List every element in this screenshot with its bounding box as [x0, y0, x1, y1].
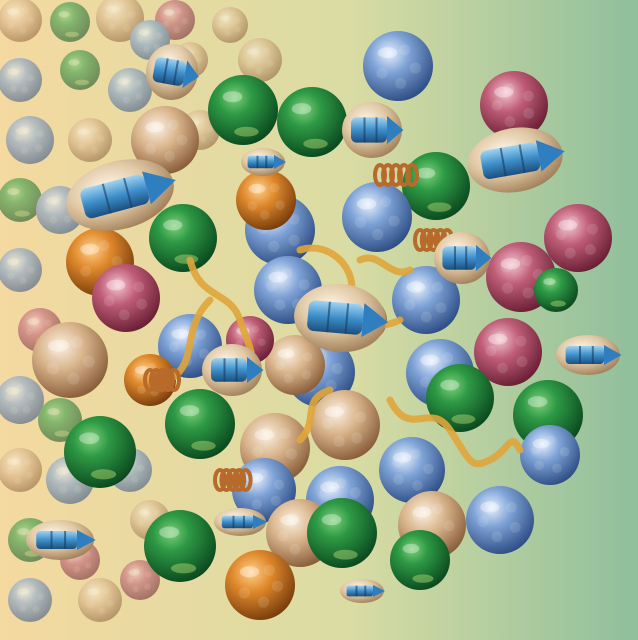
- blue-sphere: [466, 486, 534, 554]
- green-sphere: [307, 498, 377, 568]
- protein-ribbon: [296, 386, 334, 444]
- pink-sphere: [120, 560, 160, 600]
- green-sphere: [60, 50, 100, 90]
- blue-sphere: [363, 31, 433, 101]
- blue-sphere: [0, 248, 42, 292]
- tan-sphere: [0, 0, 42, 42]
- blue-sphere: [0, 58, 42, 102]
- green-sphere: [402, 152, 470, 220]
- capsule-molecule: [66, 159, 176, 231]
- orange-sphere: [236, 170, 296, 230]
- midground-molecules-layer: [32, 31, 612, 620]
- green-sphere: [534, 268, 578, 312]
- blue-sphere: [6, 116, 54, 164]
- pink-sphere: [544, 204, 612, 272]
- capsule-molecule: [467, 127, 565, 193]
- protein-ribbon: [356, 254, 414, 276]
- protein-ribbon: [386, 396, 524, 468]
- capsule-molecule: [342, 102, 404, 158]
- green-sphere: [64, 416, 136, 488]
- tan-sphere: [68, 118, 112, 162]
- pink-sphere: [92, 264, 160, 332]
- blue-sphere: [0, 376, 44, 424]
- protein-coil: [373, 163, 419, 187]
- capsule-molecule: [434, 232, 492, 284]
- green-sphere: [426, 364, 494, 432]
- blue-sphere: [379, 437, 445, 503]
- green-sphere: [50, 2, 90, 42]
- capsule-molecule: [241, 148, 287, 176]
- blue-sphere: [8, 578, 52, 622]
- background-molecules-layer: [0, 0, 282, 622]
- capsule-molecule: [202, 344, 264, 396]
- protein-coil: [143, 368, 181, 392]
- tan-sphere: [131, 106, 199, 174]
- capsule-molecule: [26, 520, 96, 560]
- green-sphere: [149, 204, 217, 272]
- blue-sphere: [342, 182, 412, 252]
- capsule-molecule: [556, 335, 622, 375]
- capsule-molecule: [340, 579, 386, 603]
- pink-sphere: [480, 71, 548, 139]
- capsule-molecule: [214, 508, 268, 536]
- tan-sphere: [265, 335, 325, 395]
- orange-sphere: [225, 550, 295, 620]
- capsule-molecule: [145, 44, 199, 100]
- tan-sphere: [310, 390, 380, 460]
- blue-sphere: [108, 68, 152, 112]
- tan-sphere: [238, 38, 282, 82]
- green-sphere: [165, 389, 235, 459]
- green-sphere: [144, 510, 216, 582]
- pink-sphere: [474, 318, 542, 386]
- green-sphere: [208, 75, 278, 145]
- capsule-molecule: [294, 283, 389, 353]
- blue-sphere: [392, 266, 460, 334]
- tan-sphere: [212, 7, 248, 43]
- green-sphere: [277, 87, 347, 157]
- foreground-molecules-layer: [26, 44, 622, 603]
- green-sphere: [390, 530, 450, 590]
- protein-coil: [213, 468, 253, 492]
- blue-sphere: [520, 425, 580, 485]
- green-sphere: [0, 178, 42, 222]
- tan-sphere: [78, 578, 122, 622]
- tan-sphere: [32, 322, 108, 398]
- tan-sphere: [0, 448, 42, 492]
